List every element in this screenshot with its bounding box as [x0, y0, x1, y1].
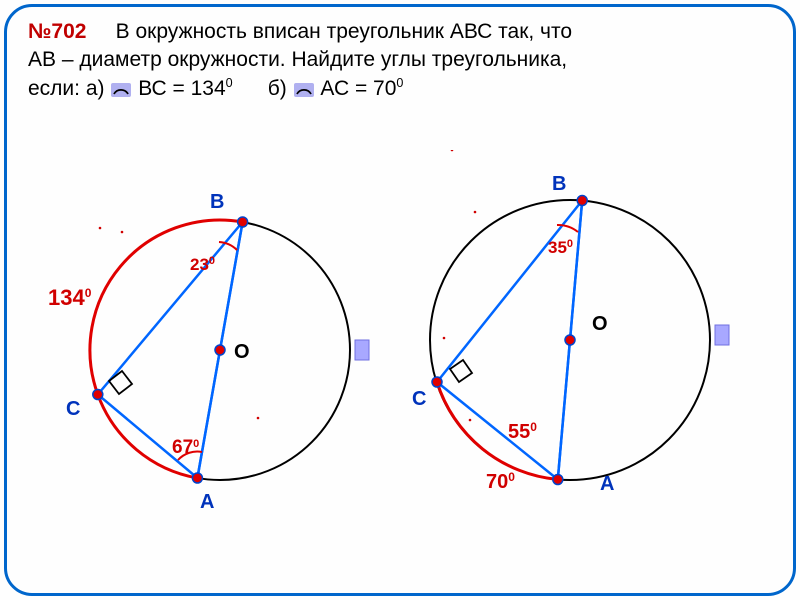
point-a-b — [553, 475, 563, 485]
dot — [443, 337, 446, 340]
ang-b-label-a: 230 — [190, 255, 215, 274]
label-a-a: A — [200, 491, 214, 513]
label-a-b: A — [600, 473, 614, 495]
arc134-label: 1340 — [48, 285, 92, 310]
problem-line1: В окружность вписан треугольник АВС так,… — [116, 20, 572, 43]
point-b-b — [577, 196, 587, 206]
dot — [469, 419, 472, 422]
problem-text-block: №702 В окружность вписан треугольник АВС… — [28, 18, 772, 103]
point-o-a — [215, 345, 225, 355]
deg-b: 0 — [396, 76, 403, 90]
label-c-b: C — [412, 388, 426, 410]
problem-line2: АВ – диаметр окружности. Найдите углы тр… — [28, 48, 567, 71]
point-a-a — [192, 473, 202, 483]
point-o-b — [565, 335, 575, 345]
diagram-a: B A C O 1340 230 670 B A — [0, 150, 800, 580]
point-c-b — [432, 377, 442, 387]
problem-number: №702 — [28, 20, 86, 43]
dot — [99, 227, 102, 230]
point-b-a — [238, 217, 248, 227]
problem-line3b: б) — [268, 77, 287, 100]
arc-bc-label: ВС = 134 — [138, 77, 225, 100]
right-angle-c-a — [109, 371, 132, 394]
label-b-b: B — [552, 173, 566, 195]
arc-ac-label: АС = 70 — [320, 77, 396, 100]
mag-box-a — [355, 340, 369, 360]
label-b-a: B — [210, 191, 224, 213]
arc-icon — [110, 80, 132, 98]
dot — [474, 211, 477, 214]
arc-bc — [90, 220, 243, 394]
label-o-a: O — [234, 341, 250, 363]
dot — [451, 150, 454, 151]
diagrams-area: B A C O 1340 230 670 B A — [0, 150, 800, 580]
dot — [121, 231, 124, 234]
arc-icon — [293, 80, 315, 98]
ang-b-label-b: 350 — [548, 238, 573, 257]
arc70-label: 700 — [486, 470, 515, 493]
deg-a: 0 — [226, 76, 233, 90]
problem-line3a: если: а) — [28, 77, 105, 100]
label-o-b: O — [592, 313, 608, 335]
ang-a-label-a: 670 — [172, 437, 199, 458]
point-c-a — [93, 390, 103, 400]
label-c-a: C — [66, 398, 80, 420]
dot — [257, 417, 260, 420]
ang-a-label-b: 550 — [508, 420, 537, 443]
mag-box-b — [715, 325, 729, 345]
